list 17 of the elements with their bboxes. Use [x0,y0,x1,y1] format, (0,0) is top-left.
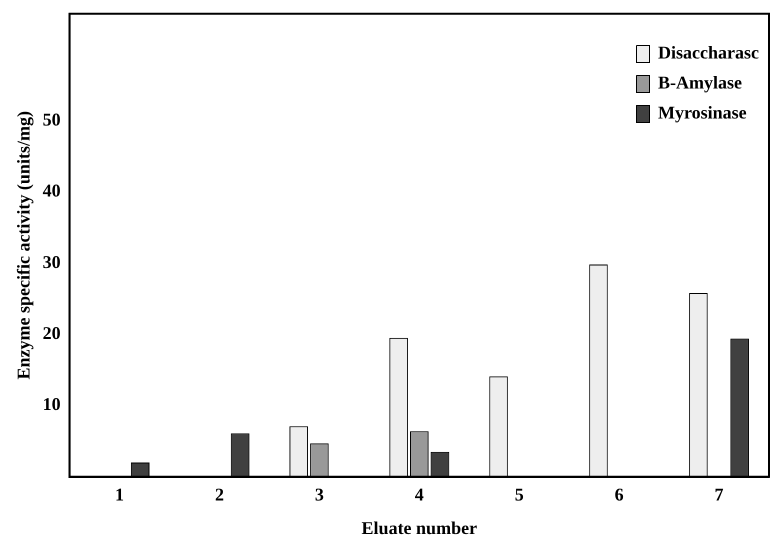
y-tick-label: 10 [42,394,61,414]
x-axis-title: Eluate number [362,518,478,538]
x-tick-label: 3 [314,484,324,504]
legend-label: B-Amylase [658,72,742,93]
x-tick-label: 7 [714,484,724,504]
legend-label: Disaccharasc [658,42,759,63]
x-tick-label: 6 [614,484,624,504]
x-tick-label: 1 [115,484,124,504]
y-tick-label: 50 [42,109,61,130]
x-tick-label: 4 [414,484,424,504]
x-tick-label: 5 [514,484,524,504]
x-tick-label: 2 [214,484,224,504]
y-axis-title: Enzyme specific activity (units/mg) [13,111,34,380]
y-tick-label: 20 [42,322,61,343]
y-tick-label: 40 [42,180,61,201]
legend-label: Myrosinase [658,102,747,123]
y-tick-label: 30 [42,252,61,272]
